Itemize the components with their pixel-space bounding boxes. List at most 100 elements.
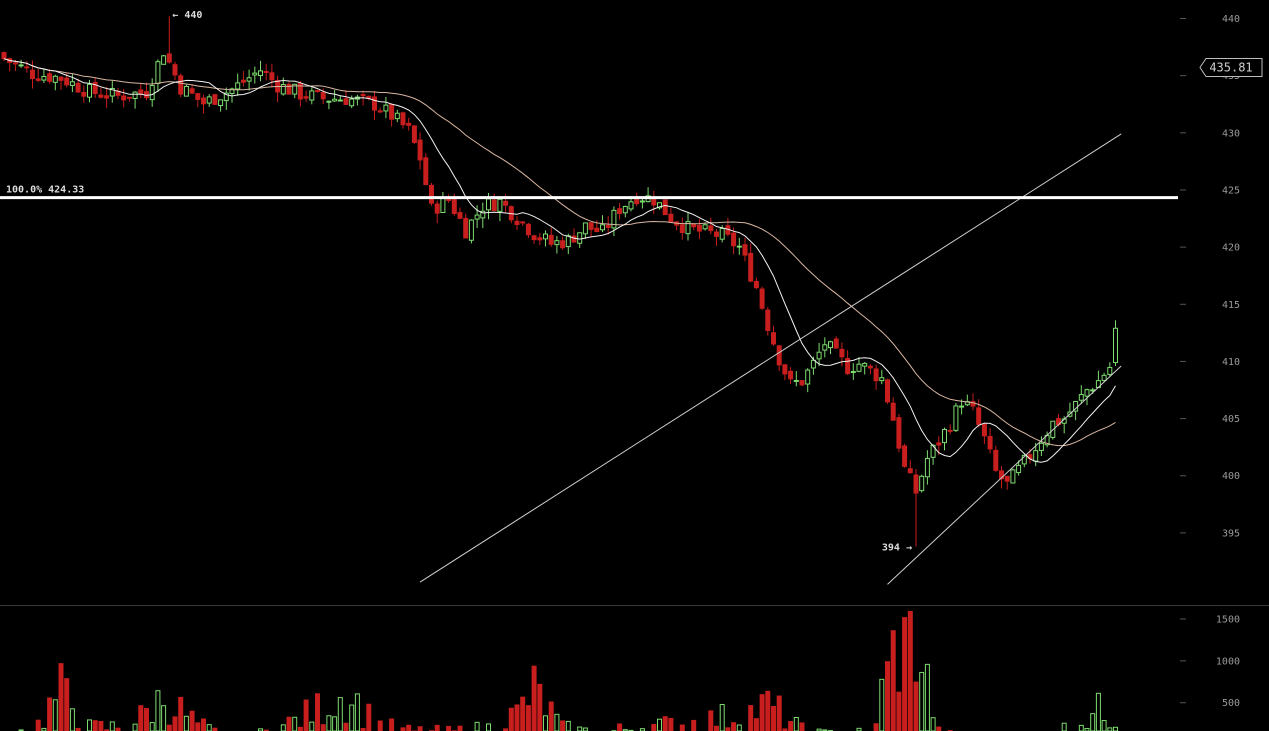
volume-bar — [560, 720, 566, 731]
volume-axis: 500 1000 1500 — [1180, 615, 1240, 709]
volume-bar — [47, 697, 53, 731]
candle-body-down — [189, 88, 195, 94]
candle-body-up — [309, 90, 315, 101]
volume-bar — [337, 697, 343, 731]
volume-bar — [149, 722, 155, 731]
candle-body-up — [223, 92, 229, 102]
last-price-box: 435.81 — [1199, 58, 1263, 77]
candle-body-down — [867, 365, 873, 369]
candle-body-down — [833, 338, 839, 349]
candle-body-down — [753, 280, 759, 289]
volume-bar — [155, 690, 161, 731]
candle-body-up — [229, 88, 235, 95]
candle-body-up — [862, 362, 868, 367]
candle-body-up — [1038, 442, 1044, 451]
volume-bar — [18, 729, 24, 731]
candle-body-up — [810, 359, 816, 369]
candle-body-down — [520, 221, 526, 224]
candle-body-down — [999, 470, 1004, 480]
candle-body-up — [480, 210, 486, 219]
candle-body-up — [1113, 327, 1118, 364]
candle-body-down — [263, 71, 269, 74]
candle-body-down — [12, 62, 18, 65]
candle-body-down — [839, 348, 845, 358]
volume-bar — [189, 710, 195, 731]
volume-bar — [75, 727, 81, 731]
candle-body-up — [719, 227, 725, 240]
annotation-high: ← 440 — [172, 10, 202, 21]
candle-body-down — [594, 227, 600, 232]
candle-body-up — [326, 100, 332, 103]
candle-body-down — [35, 78, 41, 81]
candle-body-up — [543, 233, 548, 240]
candle-body-down — [24, 66, 30, 69]
candle-body-down — [662, 199, 668, 216]
volume-bar — [172, 716, 178, 731]
candle-body-up — [246, 77, 252, 82]
candle-body-down — [782, 364, 788, 375]
volume-bar — [457, 725, 463, 731]
volume-bar — [446, 725, 452, 731]
volume-bar — [161, 705, 167, 731]
candle-body-down — [742, 244, 748, 256]
volume-bar — [725, 727, 731, 731]
volume-bar — [366, 703, 372, 731]
candle-body-up — [554, 240, 560, 246]
candle-body-up — [582, 222, 588, 235]
candle-body-down — [981, 423, 987, 437]
volume-bar — [679, 724, 685, 731]
volume-bar — [1095, 692, 1101, 731]
candle-body-up — [292, 83, 298, 95]
slow-moving-average-line — [3, 58, 1116, 447]
volume-bar — [58, 663, 64, 731]
candle-body-down — [976, 407, 982, 425]
candle-body-down — [696, 224, 702, 232]
candle-body-down — [411, 125, 417, 143]
candle-body-down — [121, 95, 127, 101]
volume-bar — [765, 690, 771, 731]
volume-bar — [1101, 720, 1107, 731]
candle-body-up — [235, 82, 241, 90]
candle-body-up — [280, 84, 286, 95]
candle-body-up — [953, 405, 959, 431]
volume-bar — [138, 705, 144, 731]
candle-body-up — [793, 379, 799, 382]
volume-bar — [662, 716, 668, 731]
volume-bar — [924, 663, 930, 731]
volume-bar — [280, 724, 286, 731]
candle-body-up — [879, 377, 885, 382]
candle-body-up — [349, 98, 355, 107]
candle-body-up — [919, 475, 925, 492]
candle-body-down — [759, 288, 765, 309]
volume-bar — [759, 694, 765, 731]
candle-body-up — [183, 85, 189, 97]
volume-bar — [406, 724, 412, 731]
volume-bar — [936, 726, 942, 731]
volume-bar — [98, 720, 104, 731]
candle-body-down — [178, 75, 184, 95]
candle-body-down — [451, 199, 457, 215]
price-tick-label: 415 — [1222, 300, 1240, 311]
candle-body-down — [320, 91, 326, 100]
volume-bar — [913, 681, 919, 731]
volume-bar — [286, 716, 292, 731]
candle-body-up — [628, 201, 634, 210]
volume-bar — [890, 630, 896, 731]
volume-bar — [930, 717, 936, 731]
candle-body-up — [337, 99, 343, 102]
volume-bar — [292, 716, 298, 731]
volume-bar — [543, 715, 548, 731]
candle-body-up — [109, 87, 115, 97]
candle-body-down — [126, 96, 132, 99]
candle-body-down — [297, 82, 303, 100]
candle-body-down — [30, 69, 35, 80]
candle-body-up — [856, 363, 862, 372]
candle-body-down — [947, 429, 953, 432]
candle-body-up — [486, 198, 491, 211]
volume-bar — [326, 715, 332, 731]
volume-bar — [788, 721, 794, 731]
volume-bar — [668, 717, 674, 731]
candle-body-down — [748, 252, 754, 282]
candle-body-down — [47, 73, 53, 82]
